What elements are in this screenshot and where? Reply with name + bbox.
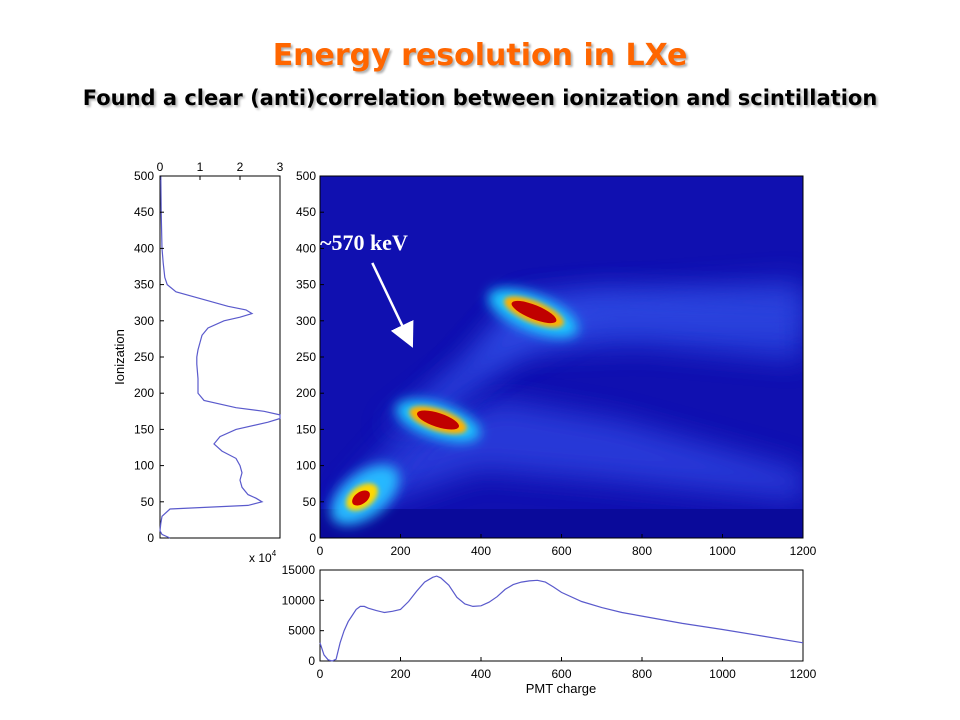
ionization-axis-label: Ionization xyxy=(112,329,127,385)
energy-annotation: ~570 keV xyxy=(320,230,408,255)
pmt-y-tick-label: 5000 xyxy=(288,624,315,638)
peak-core-3 xyxy=(511,300,557,324)
heatmap-y-tick-label: 300 xyxy=(296,314,316,328)
heatmap-band-upper xyxy=(380,290,803,430)
ionization-x-tick-label: 2 xyxy=(237,160,244,174)
heatmap-panel: 0 200 400 600 800 1000 1200 0 50 100 150 200 250 300… xyxy=(296,169,817,558)
ionization-y-tick-label: 300 xyxy=(134,314,154,328)
ionization-frame xyxy=(159,175,281,539)
pmt-x-tick-label: 1200 xyxy=(790,667,817,681)
pmt-x-tick-label: 1000 xyxy=(709,667,736,681)
ionization-y-tick-label: 500 xyxy=(134,169,154,183)
heatmap-x-tick-label: 200 xyxy=(390,544,410,558)
pmt-y-tick-label: 0 xyxy=(308,654,315,668)
pmt-y-tick-label: 10000 xyxy=(282,593,316,607)
heatmap-x-tick-label: 1000 xyxy=(709,544,736,558)
ionization-y-tick-label: 450 xyxy=(134,205,154,219)
ionization-x-multiplier: x 104 xyxy=(249,549,277,565)
heatmap-x-tick-label: 600 xyxy=(551,544,571,558)
peak-core-2 xyxy=(416,410,460,430)
pmt-x-tick-label: 800 xyxy=(632,667,652,681)
heatmap-x-ticks: 0 200 400 600 800 1000 1200 xyxy=(317,534,817,558)
ionization-y-tick-label: 0 xyxy=(147,531,154,545)
heatmap-y-tick-label: 50 xyxy=(303,495,317,509)
peak-core-1 xyxy=(352,490,370,506)
ionization-y-tick-label: 200 xyxy=(134,386,154,400)
heatmap-x-tick-label: 0 xyxy=(317,544,324,558)
pmt-panel: 0 200 400 600 800 1000 1200 0 5000 10000 15000 PM… xyxy=(282,563,817,696)
pmt-x-tick-label: 400 xyxy=(471,667,491,681)
ionization-y-ticks: 0 50 100 150 200 250 300 350 400 450 500 xyxy=(134,169,164,545)
pmt-x-ticks: 0 200 400 600 800 1000 1200 xyxy=(317,657,817,681)
ionization-x-tick-label: 0 xyxy=(157,160,164,174)
slide-title: Energy resolution in LXe xyxy=(272,38,688,73)
pmt-x-tick-label: 200 xyxy=(390,667,410,681)
heatmap-x-tick-label: 1200 xyxy=(790,544,817,558)
pmt-frame xyxy=(319,569,804,662)
pmt-axis-label: PMT charge xyxy=(526,681,597,696)
ionization-y-tick-label: 100 xyxy=(134,459,154,473)
pmt-x-tick-label: 0 xyxy=(317,667,324,681)
heatmap-x-tick-label: 800 xyxy=(632,544,652,558)
heatmap-y-ticks: 0 50 100 150 200 250 300 350 400 450 500 xyxy=(296,169,324,545)
ionization-y-tick-label: 50 xyxy=(141,495,155,509)
ionization-y-tick-label: 250 xyxy=(134,350,154,364)
heatmap-y-tick-label: 350 xyxy=(296,278,316,292)
pmt-y-tick-label: 15000 xyxy=(282,563,316,577)
ionization-y-tick-label: 350 xyxy=(134,278,154,292)
pmt-x-tick-label: 600 xyxy=(551,667,571,681)
heatmap-y-tick-label: 150 xyxy=(296,422,316,436)
ionization-y-tick-label: 150 xyxy=(134,422,154,436)
heatmap-y-tick-label: 400 xyxy=(296,241,316,255)
ionization-x-tick-label: 3 xyxy=(277,160,284,174)
slide-subtitle: Found a clear (anti)correlation between … xyxy=(82,86,878,110)
annotation-arrow xyxy=(371,262,414,348)
heatmap-y-tick-label: 450 xyxy=(296,205,316,219)
heatmap-y-tick-label: 200 xyxy=(296,386,316,400)
heatmap-bottom-band xyxy=(320,509,803,538)
ionization-curve xyxy=(159,175,281,539)
heatmap-y-tick-label: 100 xyxy=(296,459,316,473)
pmt-charge-curve xyxy=(319,575,804,662)
ionization-y-tick-label: 400 xyxy=(134,241,154,255)
ionization-x-ticks: 0 1 2 3 xyxy=(157,160,284,180)
pmt-y-ticks: 0 5000 10000 15000 xyxy=(282,563,324,668)
heatmap-y-tick-label: 500 xyxy=(296,169,316,183)
ionization-x-tick-label: 1 xyxy=(197,160,204,174)
heatmap-y-tick-label: 250 xyxy=(296,350,316,364)
heatmap-x-tick-label: 400 xyxy=(471,544,491,558)
heatmap-y-tick-label: 0 xyxy=(309,531,316,545)
ionization-panel: 0 50 100 150 200 250 300 350 400 450 500 0 1 2 3 Ioni… xyxy=(112,160,284,565)
